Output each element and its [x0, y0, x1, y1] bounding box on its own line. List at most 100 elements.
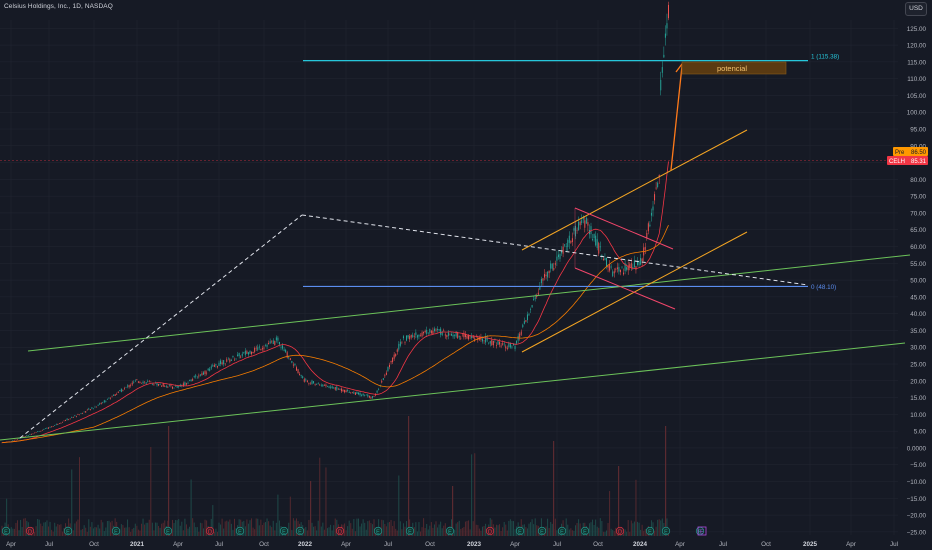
volume-bar: [243, 520, 245, 536]
volume-bar: [269, 525, 271, 536]
candle-body: [554, 263, 556, 265]
candle-body: [345, 390, 347, 393]
y-tick-label: −5.00: [910, 462, 926, 469]
volume-bar: [531, 519, 533, 536]
candle-body: [463, 332, 465, 338]
volume-bar: [526, 528, 528, 536]
candle-body: [371, 396, 373, 398]
projection-arrow-line: [670, 65, 683, 171]
volume-bar: [292, 518, 294, 536]
y-tick-label: 5.00: [914, 429, 927, 436]
candle-body: [409, 336, 411, 340]
candle-body: [69, 418, 71, 420]
candle-body: [358, 392, 359, 395]
candle-body: [237, 354, 239, 357]
marker-circle: [25, 526, 35, 536]
candle-body: [449, 334, 451, 336]
candle-body: [164, 386, 166, 388]
candle-body: [610, 266, 612, 268]
volume-bar: [404, 526, 406, 536]
candle-body: [133, 381, 135, 383]
candle-body: [579, 221, 581, 226]
volume-bar: [373, 519, 375, 536]
y-tick-label: 25.00: [910, 362, 926, 369]
marker-label: E: [282, 529, 286, 535]
fib-level-1-label: 1 (115.38): [811, 54, 839, 61]
volume-bar: [336, 519, 338, 536]
volume-bar: [643, 530, 645, 536]
candle-body: [354, 392, 356, 395]
volume-bar: [181, 521, 183, 536]
candle-body: [593, 233, 595, 239]
volume-bar: [178, 519, 180, 536]
candle-body: [373, 396, 375, 397]
volume-bar: [204, 519, 206, 536]
volume-bar: [325, 467, 327, 536]
volume-bar: [91, 522, 93, 536]
volume-bar: [613, 531, 615, 536]
candle-body: [263, 347, 265, 349]
candle-body: [523, 321, 525, 324]
volume-bar: [356, 518, 358, 536]
celh-label-bg: [887, 156, 928, 165]
candle-body: [103, 400, 105, 403]
candle-body: [274, 340, 276, 346]
candle-body: [398, 343, 400, 350]
candle-body: [27, 435, 29, 436]
marker-circle: [205, 526, 215, 536]
candle-body: [347, 389, 349, 391]
candle-body: [306, 380, 308, 382]
candle-body: [340, 388, 342, 392]
candle-body: [275, 337, 277, 341]
volume-bar: [463, 527, 465, 536]
candle-body: [131, 382, 133, 385]
x-tick-label: Oct: [425, 541, 435, 548]
volume-bar: [477, 525, 479, 536]
volume-bar: [255, 518, 257, 536]
volume-bar: [503, 521, 505, 536]
volume-bar: [615, 527, 617, 536]
volume-bar: [547, 518, 549, 536]
volume-bar: [268, 521, 270, 536]
candle-body: [526, 314, 528, 321]
candle-body: [615, 269, 617, 270]
marker-label: E: [376, 529, 380, 535]
earnings-marker: E: [445, 526, 455, 535]
candle-body: [433, 328, 435, 332]
volume-bar: [254, 529, 256, 536]
candle-body: [60, 423, 62, 424]
volume-bar: [184, 518, 186, 536]
candle-body: [464, 334, 466, 337]
volume-bar: [21, 526, 23, 536]
candle-body: [437, 328, 439, 330]
candle-body: [623, 272, 625, 275]
x-tick-label: Apr: [846, 541, 856, 548]
volume-bar: [15, 522, 17, 536]
volume-bar: [258, 525, 260, 536]
celh-label-name: CELH: [889, 159, 905, 165]
candle-body: [210, 366, 212, 369]
candle-body: [367, 394, 369, 397]
y-axis[interactable]: 125.00 120.00 115.00 110.00 105.00 100.00 95.0…: [887, 26, 928, 537]
volume-spike: [553, 441, 555, 536]
candle-body: [540, 278, 542, 284]
candle-body: [533, 298, 535, 300]
candle-body: [640, 257, 642, 265]
candle-body: [55, 424, 57, 425]
volume-bar: [257, 518, 259, 536]
candle-body: [82, 413, 84, 414]
volume-bar: [46, 520, 48, 536]
candle-body: [647, 223, 649, 232]
candle-body: [384, 375, 386, 377]
y-tick-label: 100.00: [907, 110, 927, 117]
currency-button[interactable]: USD: [905, 2, 927, 16]
candle-body: [128, 385, 130, 388]
volume-bar: [437, 527, 439, 536]
candle-body: [567, 240, 569, 248]
x-axis[interactable]: Apr Jul Oct 2021 Apr Jul Oct 2022 Apr Jul Oct 2023 A…: [6, 541, 898, 548]
drawings-layer[interactable]: 1 (115.38) 0 (48.10) potencial: [0, 54, 911, 441]
earnings-marker: E: [661, 526, 671, 535]
volume-bar: [271, 527, 273, 536]
candle-body: [100, 402, 102, 404]
